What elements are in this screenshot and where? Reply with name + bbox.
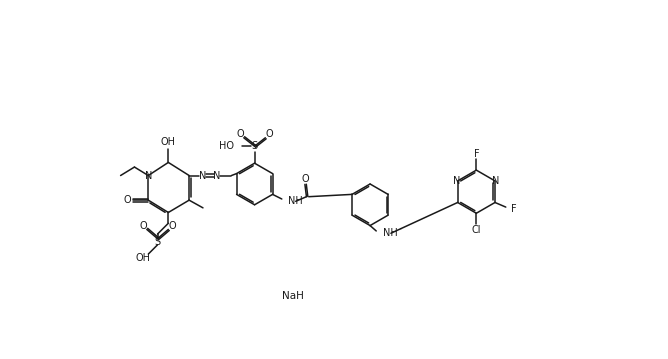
Text: F: F [511, 204, 517, 214]
Text: O: O [168, 220, 176, 230]
Text: Cl: Cl [472, 225, 481, 235]
Text: O: O [265, 129, 273, 139]
Text: NH: NH [288, 196, 303, 206]
Text: O: O [301, 174, 309, 184]
Text: NaH: NaH [282, 291, 304, 300]
Text: N: N [145, 171, 152, 181]
Text: OH: OH [161, 137, 176, 148]
Text: O: O [236, 129, 244, 139]
Text: N: N [453, 176, 460, 186]
Text: NH: NH [383, 228, 398, 238]
Text: HO: HO [219, 141, 234, 151]
Text: N: N [199, 171, 206, 181]
Text: N: N [213, 171, 220, 181]
Text: O: O [139, 220, 147, 230]
Text: OH: OH [136, 253, 150, 263]
Text: S: S [252, 141, 258, 151]
Text: S: S [154, 237, 160, 247]
Text: F: F [474, 149, 479, 159]
Text: O: O [124, 195, 132, 205]
Text: N: N [492, 176, 500, 186]
